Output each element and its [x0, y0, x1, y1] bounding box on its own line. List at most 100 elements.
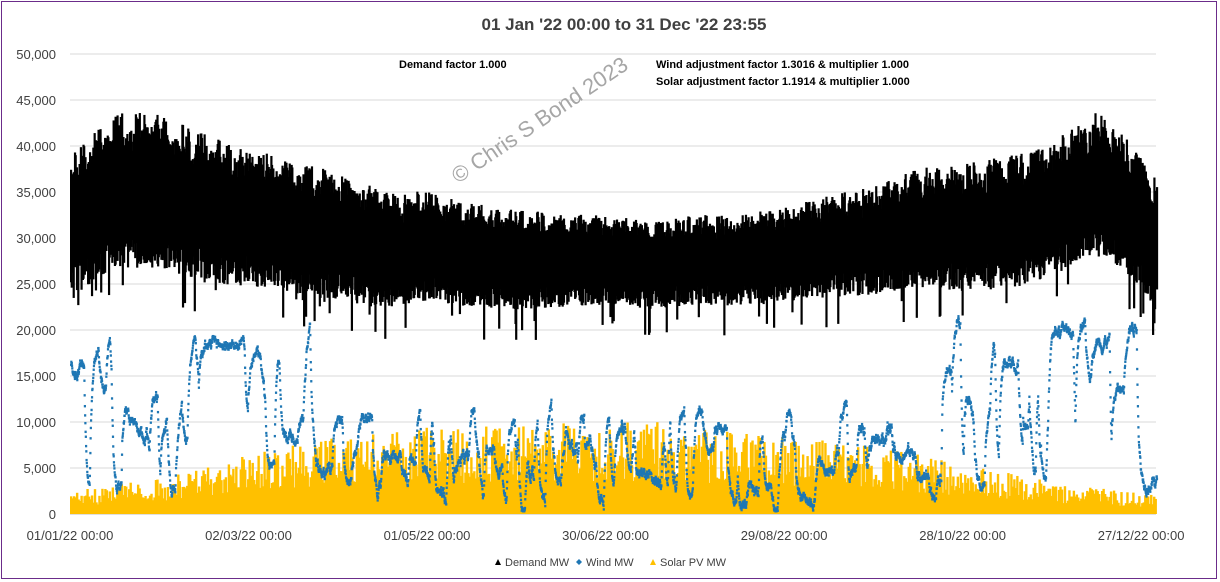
wind-mark [514, 444, 518, 448]
wind-mark [635, 467, 638, 470]
wind-mark [564, 436, 567, 439]
wind-mark [1045, 448, 1049, 451]
wind-mark [546, 427, 549, 431]
wind-mark [423, 468, 426, 471]
wind-mark [285, 436, 289, 440]
wind-mark [605, 430, 608, 434]
wind-mark [877, 438, 881, 442]
solar-mark [172, 484, 176, 514]
wind-mark [683, 406, 686, 409]
wind-mark [355, 446, 358, 449]
wind-mark [870, 440, 873, 443]
wind-mark [349, 480, 352, 483]
wind-mark [627, 457, 630, 461]
wind-mark [1001, 375, 1004, 379]
wind-mark [631, 453, 634, 456]
wind-mark [779, 451, 782, 455]
wind-mark [951, 376, 954, 380]
solar-mark [398, 453, 402, 514]
solar-mark [284, 476, 287, 514]
wind-mark [352, 456, 355, 460]
wind-mark [109, 354, 112, 357]
solar-mark [549, 435, 552, 514]
wind-mark [288, 434, 291, 438]
wind-mark [805, 501, 808, 504]
solar-mark [165, 500, 168, 514]
wind-mark [537, 453, 540, 456]
solar-mark [327, 461, 330, 514]
wind-mark [105, 372, 108, 375]
wind-mark [661, 452, 664, 455]
wind-mark [974, 460, 978, 463]
wind-mark [520, 506, 524, 509]
solar-mark [136, 484, 140, 514]
wind-mark [745, 495, 748, 499]
solar-mark [517, 427, 521, 514]
wind-mark [1035, 442, 1038, 445]
wind-mark [621, 426, 624, 429]
wind-mark [692, 466, 695, 469]
solar-mark [1106, 500, 1110, 514]
solar-mark [978, 492, 982, 514]
wind-mark [414, 461, 417, 465]
wind-mark [302, 416, 305, 420]
wind-mark [506, 452, 509, 456]
wind-mark [526, 462, 529, 466]
wind-mark [371, 439, 374, 442]
wind-mark [743, 502, 747, 505]
wind-mark [361, 413, 365, 416]
solar-mark [153, 497, 156, 514]
wind-mark [835, 453, 838, 457]
wind-mark [750, 480, 753, 483]
wind-mark [746, 489, 750, 492]
solar-mark [217, 473, 220, 514]
solar-mark [432, 447, 436, 514]
wind-mark [785, 415, 788, 419]
wind-mark [583, 413, 586, 417]
solar-mark [566, 425, 570, 514]
solar-mark [407, 482, 411, 514]
wind-mark [516, 438, 519, 442]
wind-mark [823, 468, 827, 472]
solar-mark [1004, 492, 1007, 514]
solar-mark [624, 458, 628, 514]
solar-mark [563, 431, 567, 514]
wind-mark [999, 394, 1002, 397]
solar-mark [208, 484, 211, 514]
wind-mark [866, 466, 869, 469]
wind-mark [168, 470, 171, 473]
solar-mark [842, 445, 845, 514]
wind-mark [371, 431, 374, 434]
wind-mark [733, 504, 736, 507]
wind-mark [264, 407, 267, 410]
solar-mark [618, 455, 622, 514]
wind-mark [1049, 358, 1052, 362]
solar-mark [193, 479, 196, 514]
wind-mark [518, 480, 521, 483]
solar-mark [1042, 485, 1046, 514]
wind-mark [196, 367, 200, 371]
wind-mark [592, 454, 595, 458]
wind-mark [370, 414, 373, 417]
wind-mark [111, 419, 114, 422]
wind-mark [598, 502, 602, 505]
wind-mark [187, 394, 190, 397]
wind-mark [915, 467, 918, 470]
solar-mark [453, 465, 457, 514]
wind-mark [104, 388, 107, 392]
solar-mark [907, 466, 910, 514]
solar-mark [502, 443, 506, 514]
wind-mark [1020, 434, 1023, 438]
wind-mark [459, 457, 463, 461]
solar-mark [1074, 496, 1077, 514]
wind-mark [913, 451, 916, 454]
wind-mark [704, 433, 707, 436]
solar-mark [148, 495, 152, 514]
solar-mark [186, 485, 189, 514]
solar-mark [1117, 502, 1120, 514]
wind-mark [318, 464, 321, 468]
solar-mark [706, 459, 710, 514]
wind-mark [571, 446, 574, 450]
solar-mark [107, 498, 110, 514]
wind-mark [1044, 477, 1048, 480]
